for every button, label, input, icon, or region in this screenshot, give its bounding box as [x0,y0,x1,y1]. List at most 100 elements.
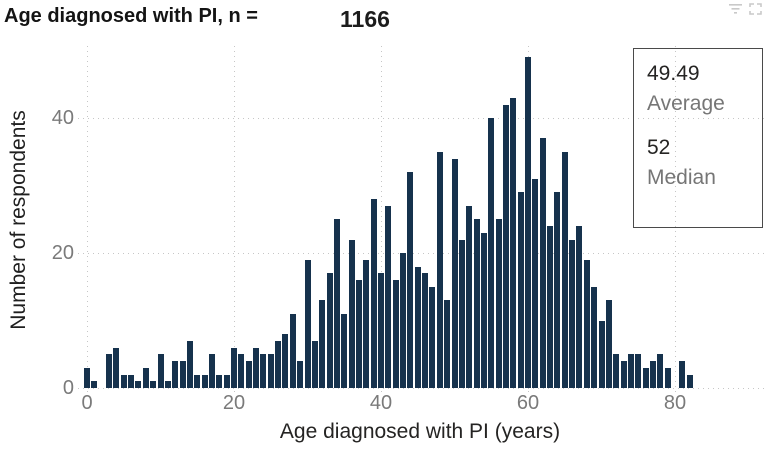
histogram-bar-age-25[interactable] [267,354,274,388]
histogram-bar-age-14[interactable] [186,340,193,388]
filter-icon[interactable] [729,2,742,20]
histogram-bar-age-5[interactable] [120,374,127,388]
histogram-bar-age-82[interactable] [686,374,693,388]
histogram-bar-age-13[interactable] [179,361,186,388]
histogram-bar-age-67[interactable] [576,226,583,388]
histogram-bar-age-34[interactable] [333,219,340,388]
histogram-bar-age-79[interactable] [664,367,671,388]
x-tick-label-20: 20 [222,392,246,414]
histogram-bar-age-31[interactable] [311,340,318,388]
histogram-bar-age-3[interactable] [106,354,113,388]
histogram-bar-age-55[interactable] [488,118,495,388]
histogram-bar-age-35[interactable] [341,313,348,388]
histogram-bar-age-11[interactable] [164,381,171,388]
histogram-bar-age-40[interactable] [378,273,384,388]
histogram-bar-age-44[interactable] [407,172,414,388]
histogram-bar-age-10[interactable] [157,354,164,388]
histogram-bar-age-64[interactable] [554,192,561,388]
histogram-bar-age-78[interactable] [657,354,664,388]
histogram-bar-age-24[interactable] [260,354,267,388]
histogram-bar-age-46[interactable] [422,273,429,388]
histogram-bar-age-47[interactable] [429,286,436,388]
histogram-bar-age-72[interactable] [613,354,620,388]
histogram-bar-age-8[interactable] [142,367,149,388]
histogram-bar-age-73[interactable] [620,361,627,388]
histogram-bar-age-22[interactable] [245,361,252,388]
x-tick-label-40: 40 [369,392,393,414]
x-tick-label-0: 0 [81,392,93,414]
y-tick-label-20: 20 [51,242,74,264]
histogram-bar-age-30[interactable] [304,259,311,388]
histogram-bar-age-58[interactable] [510,97,517,388]
histogram-bar-age-45[interactable] [414,266,421,388]
histogram-bar-age-53[interactable] [473,219,480,388]
histogram-bar-age-57[interactable] [502,104,509,388]
histogram-bar-age-54[interactable] [480,232,487,388]
y-tick-label-0: 0 [62,377,74,399]
histogram-bar-age-81[interactable] [679,361,686,388]
focus-mode-icon[interactable] [749,2,762,20]
histogram-bar-age-50[interactable] [451,158,458,388]
histogram-bar-age-38[interactable] [363,259,370,388]
histogram-bar-age-20[interactable] [231,347,237,388]
histogram-bar-age-6[interactable] [128,374,135,388]
histogram-bar-age-39[interactable] [370,199,377,388]
histogram-bar-age-75[interactable] [635,354,642,388]
histogram-bar-age-56[interactable] [495,219,502,388]
histogram-bar-age-0[interactable] [84,367,90,388]
histogram-bar-age-74[interactable] [627,354,634,388]
histogram-bar-age-77[interactable] [649,361,656,388]
v-gridline-0 [87,46,88,392]
histogram-bar-age-33[interactable] [326,273,333,388]
histogram-bar-age-12[interactable] [172,361,179,388]
histogram-bar-age-28[interactable] [289,313,296,388]
histogram-bar-age-69[interactable] [591,286,598,388]
histogram-bar-age-60[interactable] [525,57,531,388]
histogram-bar-age-9[interactable] [150,381,157,388]
histogram-bar-age-19[interactable] [223,374,230,388]
histogram-bar-age-49[interactable] [444,300,451,388]
median-value: 52 [647,136,671,159]
histogram-bar-age-17[interactable] [208,354,215,388]
histogram-bar-age-41[interactable] [385,205,392,388]
y-tick-label-40: 40 [51,107,74,129]
histogram-bar-age-1[interactable] [91,381,98,388]
average-value: 49.49 [647,62,700,85]
histogram-bar-age-15[interactable] [194,374,201,388]
h-gridline-40 [78,118,765,119]
stats-box: 49.49 Average 52 Median [633,48,763,228]
histogram-bar-age-16[interactable] [201,374,208,388]
x-axis-title: Age diagnosed with PI (years) [279,420,561,443]
v-gridline-20 [234,46,235,392]
histogram-bar-age-37[interactable] [355,280,362,388]
y-axis-title: Number of respondents [7,110,30,330]
histogram-bar-age-68[interactable] [583,259,590,388]
median-label: Median [647,166,716,189]
x-tick-label-60: 60 [516,392,540,414]
histogram-bar-age-21[interactable] [238,354,245,388]
histogram-bar-age-66[interactable] [569,239,576,388]
histogram-bar-age-63[interactable] [547,226,554,388]
histogram-bar-age-65[interactable] [561,151,568,388]
histogram-bar-age-42[interactable] [392,280,399,388]
histogram-bar-age-18[interactable] [216,374,223,388]
histogram-bar-age-36[interactable] [348,239,355,388]
histogram-bar-age-32[interactable] [319,300,326,388]
histogram-bar-age-52[interactable] [466,205,473,388]
histogram-bar-age-59[interactable] [517,192,524,388]
histogram-bar-age-26[interactable] [275,340,282,388]
histogram-bar-age-48[interactable] [436,151,443,388]
histogram-bar-age-43[interactable] [400,253,407,388]
histogram-bar-age-23[interactable] [253,347,260,388]
histogram-bar-age-29[interactable] [297,361,304,388]
histogram-bar-age-61[interactable] [532,178,539,388]
histogram-bar-age-27[interactable] [282,334,289,388]
v-gridline-80 [675,46,676,392]
histogram-bar-age-7[interactable] [135,381,142,388]
histogram-bar-age-62[interactable] [539,138,546,388]
histogram-bar-age-71[interactable] [605,300,612,388]
histogram-bar-age-51[interactable] [458,239,465,388]
histogram-bar-age-70[interactable] [598,320,605,388]
histogram-bar-age-76[interactable] [642,367,649,388]
histogram-bar-age-4[interactable] [113,347,120,388]
